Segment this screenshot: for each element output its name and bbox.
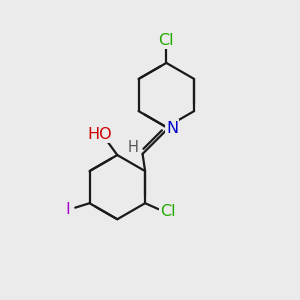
Text: HO: HO: [87, 127, 112, 142]
Text: Cl: Cl: [158, 33, 174, 48]
Text: N: N: [166, 121, 178, 136]
Text: I: I: [66, 202, 70, 217]
Text: H: H: [128, 140, 139, 155]
Text: Cl: Cl: [160, 204, 176, 219]
